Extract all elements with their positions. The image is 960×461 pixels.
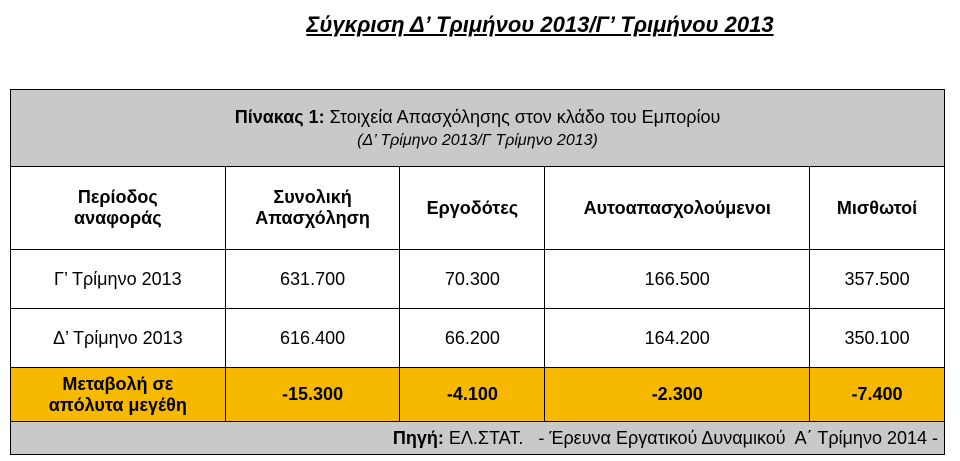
value-cell: 631.700 bbox=[224, 249, 401, 309]
table-row: Πίνακας 1: Στοιχεία Απασχόλησης στον κλάδ… bbox=[10, 89, 945, 167]
cell-line: Εργοδότες bbox=[426, 197, 519, 218]
value-cell: 66.200 bbox=[399, 308, 546, 368]
source-text: ΕΛ.ΣΤΑΤ. - Έρευνα Εργατικού Δυναμικού Α΄… bbox=[448, 427, 938, 448]
change-value: -7.400 bbox=[809, 367, 945, 422]
caption-text: Στοιχεία Απασχόλησης στον κλάδο του Εμπο… bbox=[329, 106, 721, 127]
caption-label: Πίνακας 1: bbox=[234, 106, 325, 127]
cell-line: Αυτοαπασχολούμενοι bbox=[583, 197, 771, 218]
table-row: Γ’ Τρίμηνο 2013 631.700 70.300 166.500 357.5… bbox=[10, 249, 945, 309]
value-cell: 616.400 bbox=[224, 308, 401, 368]
value-cell: 70.300 bbox=[399, 249, 546, 309]
cell-line: Απασχόληση bbox=[255, 208, 370, 228]
employment-table: Πίνακας 1: Στοιχεία Απασχόλησης στον κλάδ… bbox=[10, 89, 945, 455]
column-header: Συνολική Απασχόληση bbox=[224, 166, 401, 250]
caption-subtitle: (Δ’ Τρίμηνο 2013/Γ Τρίμηνο 2013) bbox=[357, 131, 598, 149]
table-row: Πηγή: ΕΛ.ΣΤΑΤ. - Έρευνα Εργατικού Δυναμικ… bbox=[10, 421, 945, 455]
cell-line: Συνολική bbox=[273, 187, 352, 207]
source-label: Πηγή: bbox=[392, 427, 444, 448]
value-cell: 166.500 bbox=[544, 249, 811, 309]
change-value: -15.300 bbox=[224, 367, 401, 422]
caption-line: Πίνακας 1: Στοιχεία Απασχόλησης στον κλάδ… bbox=[11, 107, 944, 128]
value-cell: 350.100 bbox=[809, 308, 945, 368]
column-header: Μισθωτοί bbox=[809, 166, 945, 250]
row-label: Δ’ Τρίμηνο 2013 bbox=[10, 308, 226, 368]
cell-line: αναφοράς bbox=[74, 208, 162, 228]
column-header: Αυτοαπασχολούμενοι bbox=[544, 166, 811, 250]
column-header: Εργοδότες bbox=[399, 166, 546, 250]
table-row: Δ’ Τρίμηνο 2013 616.400 66.200 164.200 350.1… bbox=[10, 308, 945, 368]
source-cell: Πηγή: ΕΛ.ΣΤΑΤ. - Έρευνα Εργατικού Δυναμικ… bbox=[10, 421, 945, 455]
table-row: Περίοδος αναφοράς Συνολική Απασχόληση Εργοδό… bbox=[10, 166, 945, 250]
table-row: Μεταβολή σε απόλυτα μεγέθη -15.300 -4.100 -2… bbox=[10, 367, 945, 422]
cell-line: Περίοδος bbox=[77, 187, 158, 207]
page-title: Σύγκριση Δ’ Τριμήνου 2013/Γ’ Τριμήνου 20… bbox=[306, 12, 774, 37]
value-cell: 357.500 bbox=[809, 249, 945, 309]
change-value: -2.300 bbox=[544, 367, 811, 422]
change-value: -4.100 bbox=[399, 367, 546, 422]
cell-line: απόλυτα μεγέθη bbox=[48, 394, 187, 415]
cell-line: Μισθωτοί bbox=[836, 197, 918, 218]
cell-line: Μεταβολή σε bbox=[62, 373, 174, 394]
change-label: Μεταβολή σε απόλυτα μεγέθη bbox=[10, 367, 226, 422]
row-label: Γ’ Τρίμηνο 2013 bbox=[10, 249, 226, 309]
caption-cell: Πίνακας 1: Στοιχεία Απασχόλησης στον κλάδ… bbox=[10, 89, 945, 167]
value-cell: 164.200 bbox=[544, 308, 811, 368]
column-header: Περίοδος αναφοράς bbox=[10, 166, 226, 250]
